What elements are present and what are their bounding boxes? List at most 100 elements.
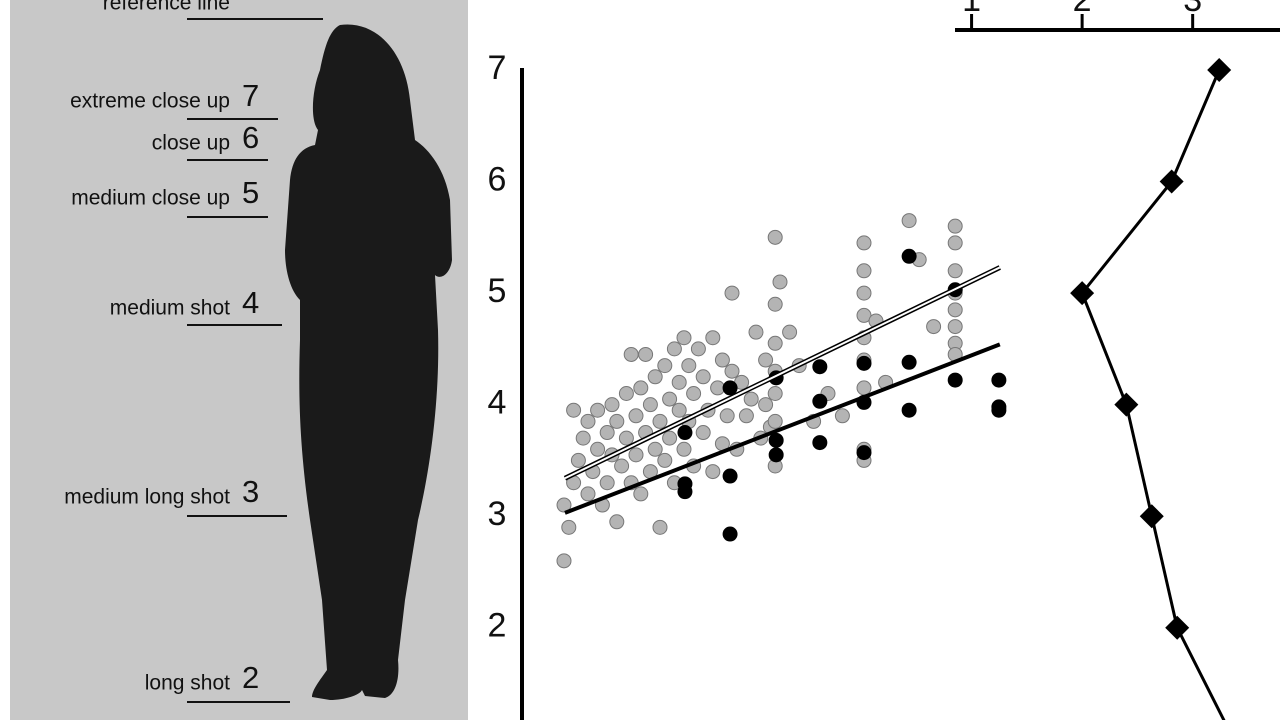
point (768, 432, 784, 448)
point (738, 408, 754, 424)
point (772, 274, 788, 290)
reference-label: reference line (103, 0, 230, 15)
point (686, 386, 702, 401)
marker (1207, 58, 1232, 82)
point (590, 402, 606, 418)
point (681, 358, 697, 374)
point (657, 452, 673, 468)
point (724, 363, 740, 379)
point (638, 346, 654, 362)
point (647, 441, 663, 457)
point (609, 514, 625, 530)
point (590, 441, 606, 457)
point (947, 372, 963, 388)
x-tick-label: 3 (1183, 0, 1202, 19)
point (671, 402, 687, 418)
y-tick-label: 7 (488, 49, 507, 87)
x-tick-label: 2 (1073, 0, 1092, 19)
point (614, 458, 630, 474)
point (947, 302, 963, 318)
point (856, 355, 872, 371)
point (782, 324, 798, 340)
point (748, 324, 764, 340)
x-tick-label: 1 (962, 0, 981, 19)
point (628, 408, 644, 424)
point (599, 425, 615, 441)
point (722, 526, 738, 542)
shot-label: medium close up (71, 187, 230, 210)
point (812, 435, 828, 451)
shot-label: close up (152, 132, 230, 155)
point (743, 391, 759, 407)
point (570, 452, 586, 468)
point (714, 352, 730, 368)
point (767, 413, 783, 429)
point (609, 413, 625, 429)
point (695, 425, 711, 441)
plot-area (556, 58, 1232, 720)
point (566, 402, 582, 418)
point (676, 330, 692, 346)
point (767, 229, 783, 245)
point (722, 468, 738, 484)
point (758, 397, 774, 413)
point (856, 235, 872, 251)
point (947, 319, 963, 335)
point (724, 285, 740, 301)
point (947, 263, 963, 279)
point (856, 263, 872, 279)
shot-number: 3 (242, 474, 259, 509)
point (719, 408, 735, 424)
point (926, 319, 942, 335)
point (599, 475, 615, 491)
point (657, 358, 673, 374)
point (666, 341, 682, 357)
point (710, 380, 726, 396)
point (901, 402, 917, 418)
point (633, 486, 649, 502)
point (623, 346, 639, 362)
marker (1165, 615, 1190, 640)
point (676, 441, 692, 457)
point (652, 413, 668, 429)
shot-label: long shot (145, 672, 230, 695)
point (705, 464, 721, 480)
point (856, 285, 872, 301)
shot-number: 4 (242, 285, 259, 320)
point (671, 374, 687, 390)
point (767, 296, 783, 312)
point (812, 359, 828, 375)
point (677, 425, 693, 441)
point (768, 447, 784, 463)
point (901, 354, 917, 370)
point (947, 218, 963, 234)
profile-line (1080, 69, 1226, 720)
shot-number: 2 (242, 660, 259, 695)
marker (1139, 504, 1164, 529)
point (690, 341, 706, 357)
point (580, 486, 596, 502)
point (642, 397, 658, 413)
point (947, 235, 963, 251)
point (901, 213, 917, 229)
point (758, 352, 774, 368)
marker (1070, 281, 1095, 306)
point (856, 380, 872, 396)
point (662, 430, 678, 446)
point (991, 402, 1007, 418)
silhouette (285, 24, 452, 701)
point (834, 408, 850, 424)
point (812, 393, 828, 409)
point (633, 380, 649, 396)
shot-number: 5 (242, 175, 259, 210)
y-tick-label: 6 (488, 161, 507, 199)
point (647, 369, 663, 385)
point (695, 369, 711, 385)
y-tick-label: 4 (488, 384, 507, 422)
shot-number: 6 (242, 120, 259, 155)
point (722, 380, 738, 396)
marker (1114, 392, 1139, 417)
point (662, 391, 678, 407)
